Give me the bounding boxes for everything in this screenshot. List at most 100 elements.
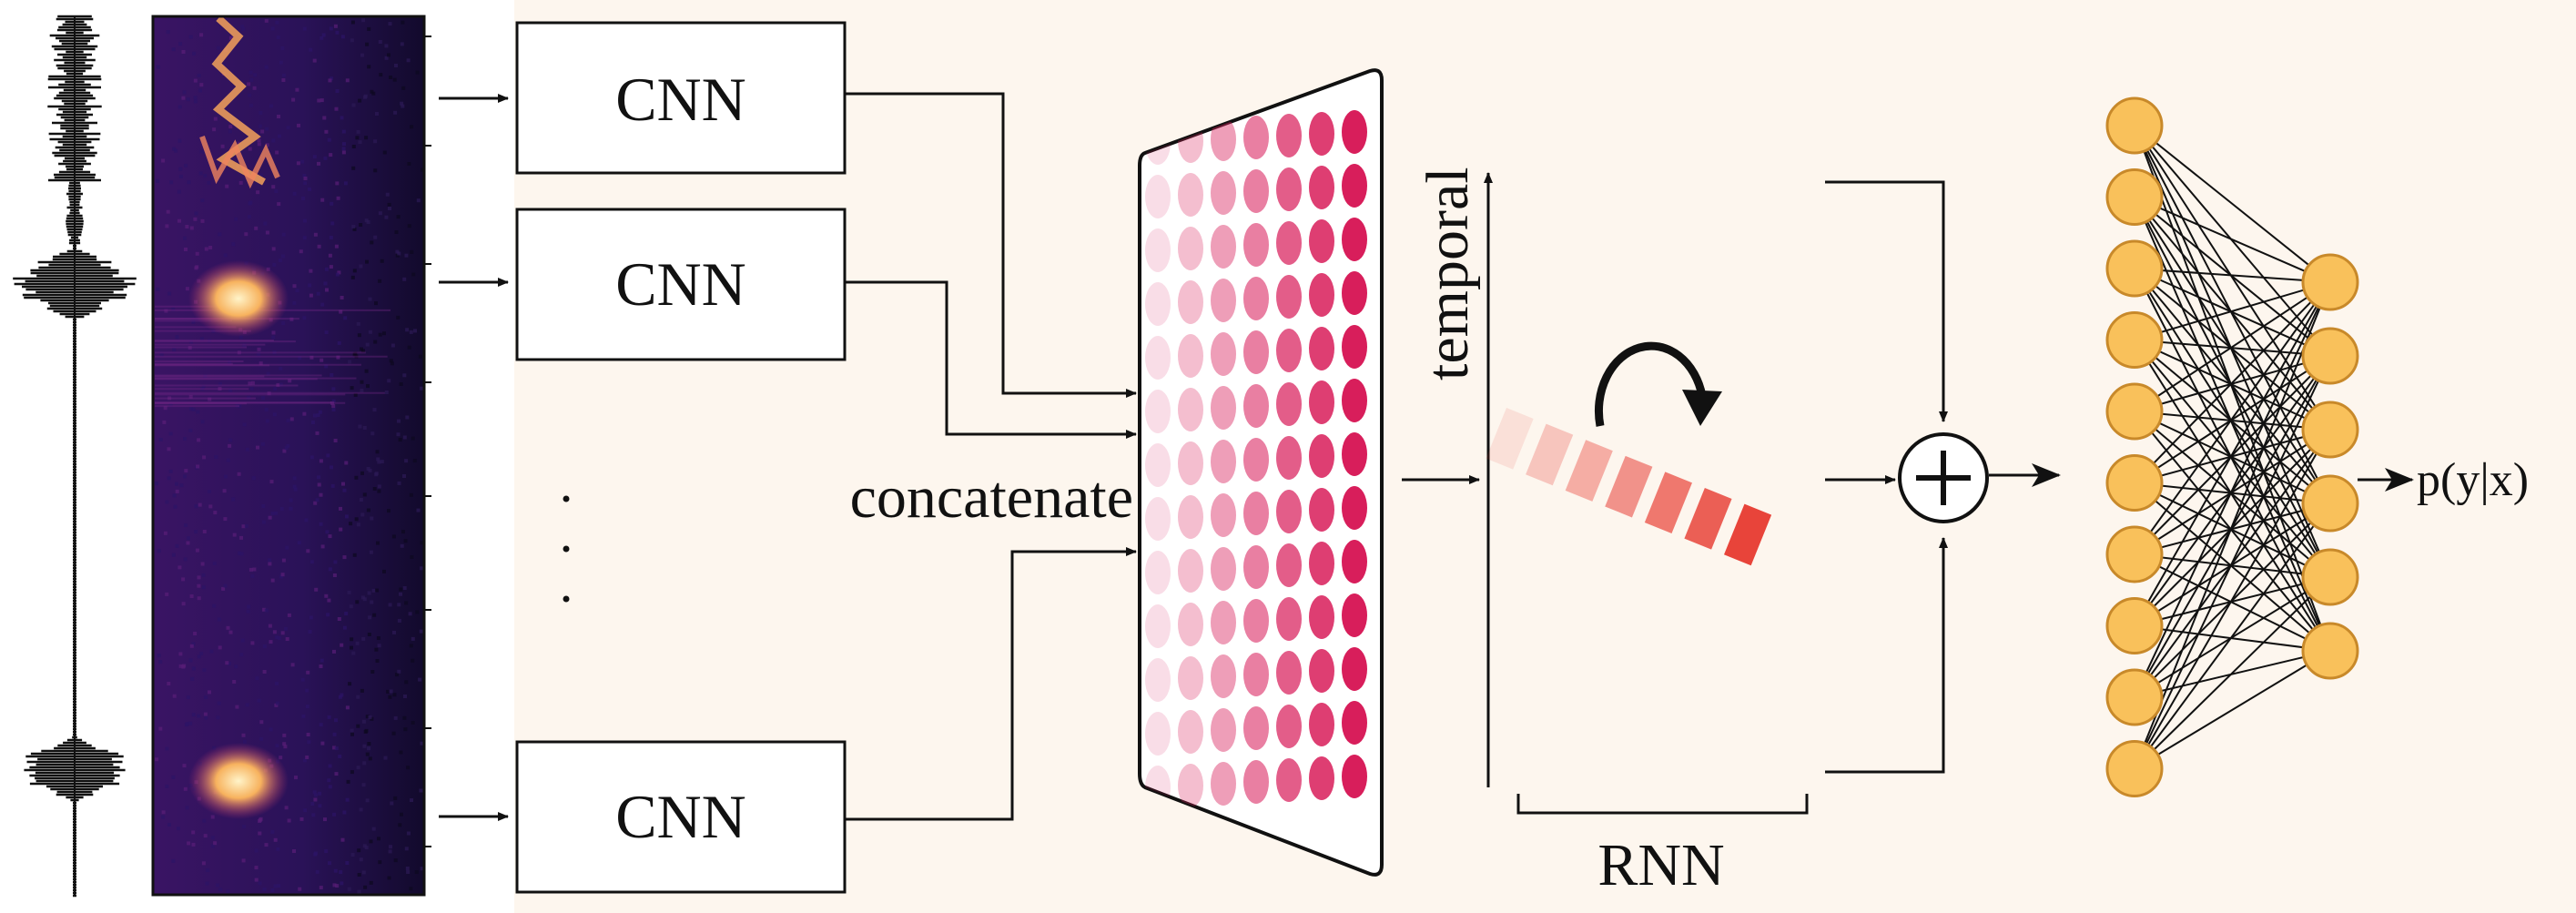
temporal-label: temporal [1415, 167, 1481, 380]
feature-dot [1145, 175, 1171, 218]
feature-dot [1145, 604, 1171, 648]
combine-node [1898, 432, 1989, 523]
feature-dot [1342, 540, 1367, 583]
concat-arrow-1 [845, 92, 1137, 398]
waveform-trace [13, 15, 137, 898]
feature-dot [1342, 110, 1367, 154]
spectrogram-border [151, 15, 426, 897]
feature-dot [1243, 492, 1269, 535]
feature-dot [1342, 647, 1367, 691]
cnn-box-1: CNN [515, 21, 847, 175]
input-neuron [2105, 239, 2164, 298]
input-neuron [2105, 597, 2164, 654]
feature-dot [1178, 656, 1203, 700]
feature-dot [1276, 490, 1302, 533]
cnn-label-1: CNN [615, 65, 746, 134]
feature-dot [1145, 551, 1171, 594]
feature-dot [1178, 388, 1203, 431]
feature-dot [1178, 603, 1203, 646]
feature-dot [1145, 658, 1171, 702]
feature-dot [1243, 330, 1269, 374]
ellipsis [563, 495, 570, 603]
concatenate-label: concatenate [850, 464, 1133, 531]
cnn-label-2: CNN [615, 249, 746, 319]
concat-arrow-3 [845, 547, 1137, 821]
feature-dot [1145, 336, 1171, 380]
feature-dot [1276, 543, 1302, 587]
feature-dot [1178, 227, 1203, 270]
feature-dot [1243, 599, 1269, 643]
feature-dot [1178, 173, 1203, 217]
feature-dot [1211, 493, 1236, 537]
input-neuron [2105, 311, 2164, 369]
feature-dot [1342, 325, 1367, 369]
feature-dot [1276, 382, 1302, 426]
feature-dot [1211, 547, 1236, 591]
input-neuron [2105, 454, 2164, 512]
rnn-bracket [1516, 794, 1809, 815]
combine-input-top [1825, 180, 1948, 422]
feature-dot [1211, 225, 1236, 269]
input-neuron [2105, 740, 2164, 797]
cnn-box-2: CNN [515, 208, 847, 361]
feature-dot [1243, 169, 1269, 213]
feature-dot [1178, 764, 1203, 807]
feature-dot [1276, 758, 1302, 802]
spectrogram-background [153, 16, 424, 895]
feature-dot [1243, 223, 1269, 267]
feature-dot [1211, 279, 1236, 322]
feature-dot [1309, 649, 1334, 693]
feature-dot [1309, 756, 1334, 800]
hidden-neuron [2301, 253, 2359, 311]
spectrogram-ticks [424, 36, 431, 847]
input-neuron [2105, 668, 2164, 726]
rnn-cell [1526, 423, 1574, 486]
feature-dot [1276, 329, 1302, 372]
feature-dot [1211, 117, 1236, 161]
network-edges [2134, 125, 2331, 770]
feature-dot [1211, 762, 1236, 806]
feature-dot [1211, 654, 1236, 698]
feature-dot [1178, 549, 1203, 593]
hidden-neuron [2301, 622, 2359, 680]
feature-dot [1145, 497, 1171, 541]
feature-dot [1342, 432, 1367, 476]
hidden-neuron [2301, 401, 2359, 459]
feature-dot [1243, 545, 1269, 589]
feature-dot [1211, 601, 1236, 644]
feature-dot [1211, 386, 1236, 430]
feature-dot [1178, 495, 1203, 539]
feature-dot [1309, 595, 1334, 639]
feature-dot [1145, 712, 1171, 756]
feature-dot [1342, 593, 1367, 637]
rnn-cell [1723, 503, 1772, 566]
spectrogram-events [188, 15, 289, 819]
feature-dot [1276, 167, 1302, 211]
feature-dot [1309, 273, 1334, 317]
feature-dot [1342, 486, 1367, 530]
input-neuron [2105, 96, 2164, 155]
hidden-neuron [2301, 327, 2359, 385]
feature-dot [1243, 653, 1269, 696]
feature-dot [1309, 434, 1334, 478]
cnn-box-3: CNN [515, 740, 847, 894]
feature-map [1138, 68, 1384, 877]
rnn-cell [1565, 440, 1613, 502]
feature-dot [1276, 436, 1302, 480]
feature-dot [1276, 114, 1302, 157]
concatenate-connectors [845, 92, 1137, 821]
feature-dot [1145, 390, 1171, 433]
feature-dot [1309, 380, 1334, 424]
feature-dot [1309, 327, 1334, 370]
dense-network [2105, 96, 2359, 797]
feature-dot [1342, 164, 1367, 208]
feature-dot [1145, 443, 1171, 487]
rnn-cells [1486, 408, 1772, 566]
cnn-label-3: CNN [615, 782, 746, 851]
feature-dot [1178, 441, 1203, 485]
feature-dot [1342, 701, 1367, 745]
feature-dot [1243, 760, 1269, 804]
feature-dot [1309, 542, 1334, 585]
feature-dot [1276, 651, 1302, 695]
